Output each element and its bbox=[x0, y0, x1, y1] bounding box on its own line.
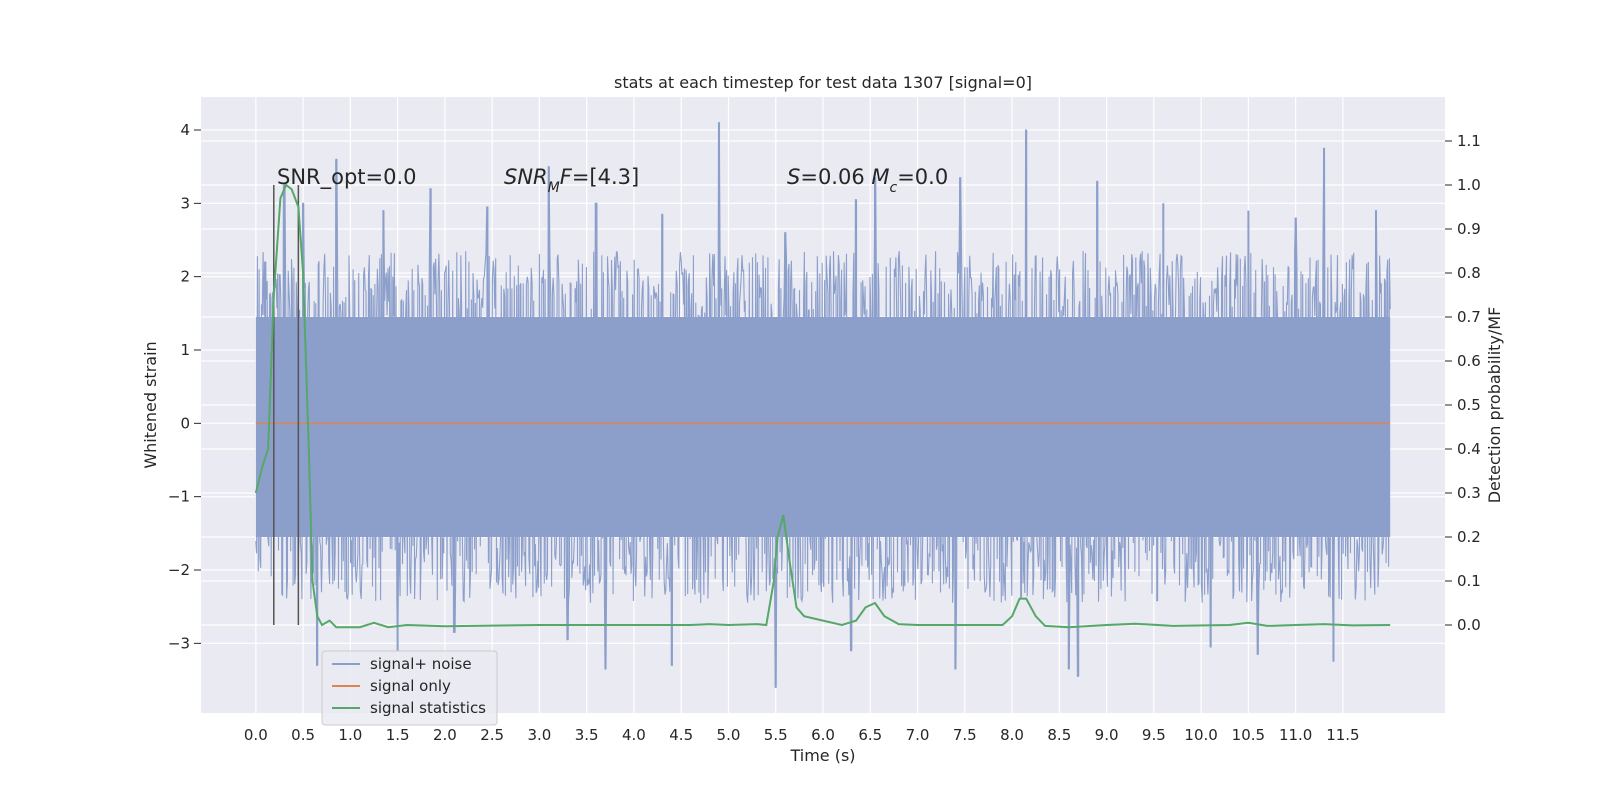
x-tick-label: 0.5 bbox=[291, 726, 315, 744]
x-tick-label: 3.5 bbox=[575, 726, 599, 744]
y-tick-label: 0 bbox=[180, 414, 190, 432]
legend-label: signal only bbox=[370, 677, 451, 695]
x-tick-label: 11.0 bbox=[1279, 726, 1312, 744]
annotations: SNR_opt=0.0 SNRMF=[4.3] S=0.06 Mc=0.0 bbox=[277, 165, 948, 196]
y-tick-label: −2 bbox=[168, 561, 190, 579]
series-signal-statistics bbox=[254, 183, 1391, 629]
y-tick-label: 1 bbox=[180, 341, 190, 359]
x-tick-label: 1.5 bbox=[386, 726, 410, 744]
y-tick-label: 2 bbox=[180, 268, 190, 286]
x-tick-label: 2.0 bbox=[433, 726, 457, 744]
y-tick-label: −1 bbox=[168, 488, 190, 506]
x-tick-label: 6.5 bbox=[858, 726, 882, 744]
x-tick-label: 3.0 bbox=[527, 726, 551, 744]
x-tick-label: 4.5 bbox=[669, 726, 693, 744]
y-right-tick-label: 0.5 bbox=[1457, 396, 1481, 414]
annotation-text: SNR_opt=0.0 bbox=[277, 165, 417, 190]
y-axis-label: Whitened strain bbox=[141, 341, 160, 468]
x-tick-label: 10.0 bbox=[1184, 726, 1217, 744]
x-tick-label: 5.5 bbox=[764, 726, 788, 744]
y-tick-label: −3 bbox=[168, 634, 190, 652]
y-right-tick-label: 0.8 bbox=[1457, 264, 1481, 282]
x-axis-label: Time (s) bbox=[789, 746, 855, 765]
series-layer bbox=[254, 122, 1391, 688]
x-tick-label: 0.0 bbox=[244, 726, 268, 744]
y-right-tick-label: 0.2 bbox=[1457, 528, 1481, 546]
y-right-tick-label: 0.1 bbox=[1457, 572, 1481, 590]
y-right-tick-label: 0.9 bbox=[1457, 220, 1481, 238]
y-right-tick-label: 0.3 bbox=[1457, 484, 1481, 502]
legend-label: signal+ noise bbox=[370, 655, 472, 673]
y-right-tick-label: 1.1 bbox=[1457, 132, 1481, 150]
x-tick-label: 9.5 bbox=[1142, 726, 1166, 744]
chart-title: stats at each timestep for test data 130… bbox=[614, 73, 1032, 92]
y-axis-ticks: −3 −2 −1 0 1 2 3 4 bbox=[168, 121, 201, 652]
x-tick-label: 7.5 bbox=[953, 726, 977, 744]
y-tick-label: 4 bbox=[180, 121, 190, 139]
x-tick-label: 9.0 bbox=[1095, 726, 1119, 744]
y-right-tick-label: 1.0 bbox=[1457, 176, 1481, 194]
x-tick-label: 10.5 bbox=[1232, 726, 1265, 744]
x-tick-label: 4.0 bbox=[622, 726, 646, 744]
y-right-tick-label: 0.4 bbox=[1457, 440, 1481, 458]
annotation-text: S=0.06 Mc=0.0 bbox=[787, 165, 948, 196]
x-axis-ticks: 0.0 0.5 1.0 1.5 2.0 2.5 3.0 3.5 4.0 4.5 5.0 5.5 6.0 6… bbox=[244, 726, 1360, 744]
series-signal-noise bbox=[255, 122, 1391, 688]
x-tick-label: 5.0 bbox=[717, 726, 741, 744]
annotation-text: SNRMF=[4.3] bbox=[504, 165, 639, 196]
y-right-tick-label: 0.6 bbox=[1457, 352, 1481, 370]
y-right-tick-label: 0.7 bbox=[1457, 308, 1481, 326]
legend-box bbox=[321, 650, 498, 726]
x-tick-label: 7.0 bbox=[906, 726, 930, 744]
x-tick-label: 11.5 bbox=[1326, 726, 1359, 744]
x-tick-label: 8.0 bbox=[1000, 726, 1024, 744]
y-right-axis-label: Detection probability/MF bbox=[1485, 307, 1504, 504]
x-tick-label: 2.5 bbox=[480, 726, 504, 744]
x-tick-label: 1.0 bbox=[338, 726, 362, 744]
x-tick-label: 8.5 bbox=[1047, 726, 1071, 744]
y-right-axis-ticks: 0.0 0.1 0.2 0.3 0.4 0.5 0.6 0.7 0.8 0.9 1.0 1.1 bbox=[1445, 132, 1481, 634]
legend-label: signal statistics bbox=[370, 699, 486, 717]
legend: signal+ noise signal only signal statistic… bbox=[321, 650, 498, 726]
y-right-tick-label: 0.0 bbox=[1457, 616, 1481, 634]
x-tick-label: 6.0 bbox=[811, 726, 835, 744]
y-tick-label: 3 bbox=[180, 194, 190, 212]
